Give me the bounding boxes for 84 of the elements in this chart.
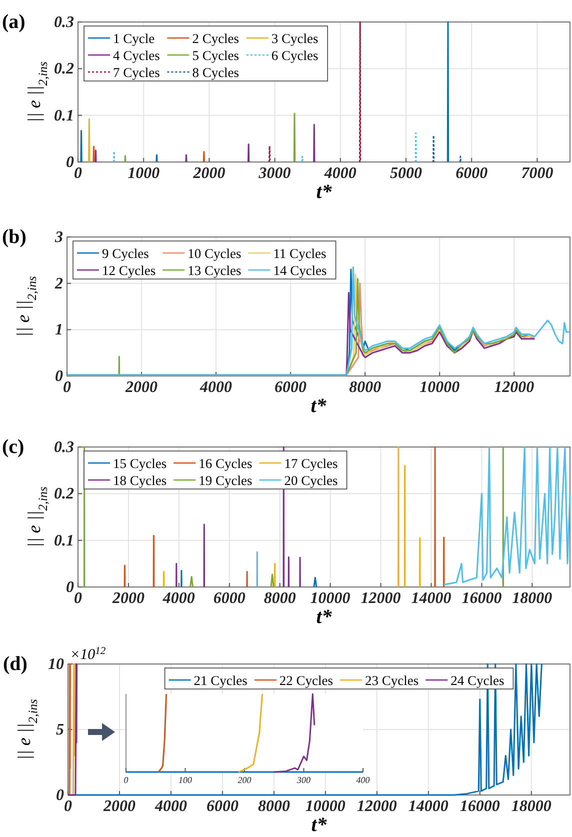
x-tick-label: 2000 — [124, 379, 158, 396]
x-tick-label: 18000 — [512, 590, 552, 607]
y-tick-label: 2 — [54, 275, 63, 292]
x-tick-label: 10000 — [420, 379, 460, 396]
x-axis-title: t* — [316, 181, 333, 203]
x-tick-label: 8000 — [264, 590, 296, 607]
y-tick-label: 0.2 — [54, 486, 74, 503]
x-tick-label: 100 — [178, 775, 192, 785]
x-tick-label: 2000 — [111, 590, 144, 607]
x-axis-title: t* — [311, 814, 328, 836]
x-tick-label: 14000 — [408, 798, 448, 815]
y-tick-label: 0 — [56, 787, 64, 804]
legend-label: 3 Cycles — [271, 31, 318, 46]
legend-label: 14 Cycles — [273, 263, 327, 278]
x-tick-label: 16000 — [460, 798, 500, 815]
legend-label: 23 Cycles — [365, 673, 419, 688]
x-tick-label: 16000 — [462, 590, 502, 607]
x-tick-label: 1000 — [128, 165, 160, 182]
legend-label: 21 Cycles — [194, 673, 248, 688]
legend-label: 10 Cycles — [188, 246, 242, 261]
chart-title: (d) — [3, 653, 28, 675]
y-tick-label: 0.3 — [54, 14, 74, 31]
legend-label: 16 Cycles — [198, 456, 252, 471]
x-tick-label: 4000 — [323, 165, 356, 182]
x-tick-label: 400 — [356, 775, 370, 785]
x-tick-label: 4000 — [199, 379, 232, 396]
x-tick-label: 6000 — [206, 798, 238, 815]
legend-label: 20 Cycles — [284, 473, 338, 488]
x-tick-label: 2000 — [102, 798, 136, 815]
y-tick-label: 1 — [55, 322, 63, 339]
y-tick-label: 0.3 — [54, 439, 74, 456]
chart-title: (a) — [2, 11, 26, 33]
y-tick-label: 5 — [56, 722, 64, 738]
chart-title: (b) — [2, 226, 26, 248]
text: ×10$^{12}$ — [70, 646, 106, 663]
y-tick-label: 0 — [66, 579, 74, 596]
y-tick-label: 0.1 — [54, 532, 74, 550]
legend-label: 22 Cycles — [279, 673, 334, 688]
x-tick-label: 10000 — [305, 798, 346, 815]
legend-label: 8 Cycles — [192, 65, 240, 80]
x-tick-label: 6000 — [456, 165, 488, 182]
x-tick-label: 2000 — [192, 165, 226, 182]
legend-label: 12 Cycles — [102, 263, 156, 278]
legend-label: 13 Cycles — [188, 263, 242, 278]
legend-label: 4 Cycles — [113, 48, 160, 63]
x-tick-label: 4000 — [154, 798, 187, 815]
y-tick-label: 0 — [66, 154, 74, 171]
y-tick-label: 0.1 — [54, 107, 74, 124]
legend-label: 17 Cycles — [284, 456, 338, 471]
legend-label: 18 Cycles — [113, 473, 167, 488]
legend-label: 24 Cycles — [450, 673, 504, 688]
legend-label: 1 Cycle — [113, 31, 155, 46]
legend-label: 5 Cycles — [192, 48, 240, 63]
x-tick-label: 8000 — [349, 379, 382, 396]
x-axis-title: t* — [310, 395, 328, 417]
x-tick-label: 0 — [124, 775, 129, 785]
x-tick-label: 300 — [296, 775, 311, 785]
x-tick-label: 12000 — [360, 590, 401, 607]
x-tick-label: 6000 — [274, 379, 307, 396]
x-tick-label: 200 — [238, 775, 252, 785]
x-tick-label: 4000 — [162, 590, 195, 607]
x-tick-label: 6000 — [213, 590, 246, 607]
legend-label: 6 Cycles — [271, 48, 318, 63]
x-tick-label: 10000 — [310, 590, 350, 607]
legend-label: 9 Cycles — [102, 246, 149, 261]
x-tick-label: 14000 — [411, 590, 452, 607]
chart-title: (c) — [2, 436, 24, 458]
x-tick-label: 12000 — [494, 379, 534, 396]
x-tick-label: 5000 — [390, 165, 422, 182]
legend-label: 7 Cycles — [113, 65, 160, 80]
y-tick-label: 0.2 — [54, 60, 74, 78]
y-tick-label: 0 — [55, 368, 63, 385]
legend-label: 19 Cycles — [198, 473, 252, 488]
legend-label: 2 Cycles — [192, 31, 240, 46]
y-tick-label: 3 — [54, 229, 63, 246]
x-tick-label: 18000 — [511, 798, 552, 815]
legend-label: 11 Cycles — [273, 246, 326, 261]
x-tick-label: 8000 — [258, 798, 290, 815]
x-tick-label: 7000 — [521, 165, 554, 182]
x-axis-title: t* — [316, 606, 333, 628]
x-tick-label: 3000 — [258, 165, 291, 182]
y-tick-label: 10 — [48, 656, 64, 673]
legend-label: 15 Cycles — [113, 456, 167, 471]
x-tick-label: 12000 — [356, 798, 397, 815]
